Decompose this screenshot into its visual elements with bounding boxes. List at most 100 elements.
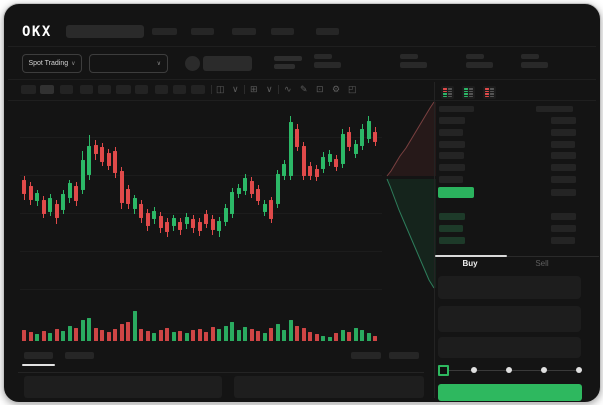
toolbar-divider	[8, 100, 596, 101]
candle	[347, 132, 351, 147]
stat-label-0	[314, 54, 332, 59]
slider-step[interactable]	[471, 367, 477, 373]
active-tab-indicator	[435, 255, 507, 257]
candle	[158, 216, 163, 228]
snapshot-icon[interactable]: ⊡	[316, 84, 324, 94]
timeframe-button-8[interactable]	[173, 85, 186, 94]
candle	[87, 146, 91, 175]
orderbook-combined-icon[interactable]	[441, 86, 454, 99]
candle	[165, 222, 169, 232]
volume-bar	[256, 331, 260, 341]
slider-step[interactable]	[576, 367, 582, 373]
candle	[74, 186, 78, 201]
toolbar-separator	[244, 85, 245, 94]
chevron-down-icon[interactable]: ∨	[232, 84, 239, 94]
nav-item-2[interactable]	[232, 28, 256, 35]
volume-bar	[22, 330, 26, 341]
order-field-2[interactable]	[438, 337, 581, 358]
candle-style-icon[interactable]: ◫	[216, 84, 225, 94]
volume-bar	[126, 322, 130, 341]
candle	[197, 222, 202, 231]
candle	[204, 214, 208, 224]
gridline	[20, 213, 382, 214]
chart-footer-control-0[interactable]	[351, 352, 381, 359]
slider-step[interactable]	[541, 367, 547, 373]
volume-bar	[230, 322, 234, 341]
pair-name-placeholder	[203, 56, 252, 71]
orderbook-asks-icon[interactable]	[483, 86, 496, 99]
volume-bar	[314, 334, 319, 341]
volume-bar	[262, 333, 267, 341]
market-type-button[interactable]: Spot Trading ∨	[22, 54, 82, 73]
chart-tab-0[interactable]	[24, 352, 53, 359]
slider-step[interactable]	[506, 367, 512, 373]
candle	[93, 145, 98, 154]
volume-bar	[347, 332, 351, 341]
search-input[interactable]	[66, 25, 144, 38]
ask-price[interactable]	[439, 164, 465, 172]
candle	[249, 181, 254, 194]
market-type-label: Spot Trading	[28, 60, 69, 67]
indicators-icon[interactable]: ∿	[284, 84, 292, 94]
bottom-panel-1	[234, 376, 424, 398]
buy-tab[interactable]: Buy	[462, 259, 478, 268]
timeframe-button-5[interactable]	[116, 85, 131, 94]
slider-handle[interactable]	[438, 365, 449, 376]
gridline	[20, 289, 382, 290]
orderbook-bids-icon[interactable]	[462, 86, 475, 99]
ask-price[interactable]	[439, 117, 465, 124]
candle	[178, 222, 182, 230]
chevron-down-icon[interactable]: ∨	[266, 84, 273, 94]
candle	[22, 180, 26, 194]
ask-price[interactable]	[439, 140, 465, 148]
order-field-0[interactable]	[438, 276, 581, 299]
timeframe-button-0[interactable]	[21, 85, 36, 94]
candle	[360, 129, 364, 146]
pair-selector[interactable]: ∨	[89, 54, 168, 73]
timeframe-button-3[interactable]	[80, 85, 93, 94]
timeframe-button-7[interactable]	[155, 85, 168, 94]
orderbook-header-price	[439, 106, 474, 112]
timeframe-button-4[interactable]	[98, 85, 111, 94]
volume-bar	[178, 331, 182, 341]
draw-icon[interactable]: ✎	[300, 84, 308, 94]
bid-price[interactable]	[439, 225, 463, 232]
nav-item-4[interactable]	[316, 28, 339, 35]
ask-price[interactable]	[439, 152, 464, 160]
buy-button[interactable]	[438, 384, 582, 401]
chart-footer-control-1[interactable]	[389, 352, 419, 359]
volume-bar	[334, 333, 338, 341]
stat-value-3	[521, 62, 548, 68]
timeframe-button-9[interactable]	[191, 85, 205, 94]
amount-slider[interactable]	[442, 370, 582, 371]
ask-price[interactable]	[439, 128, 463, 136]
candle	[41, 200, 46, 214]
sell-tab[interactable]: Sell	[535, 259, 549, 268]
nav-item-0[interactable]	[152, 28, 177, 35]
toolbar-separator	[278, 85, 279, 94]
bid-amount	[551, 213, 576, 220]
ask-price[interactable]	[439, 176, 463, 183]
bid-price[interactable]	[439, 237, 465, 244]
stat-value-1	[400, 62, 427, 68]
chevron-down-icon: ∨	[71, 60, 76, 67]
volume-bar	[191, 330, 195, 341]
volume-bar	[87, 318, 91, 341]
compare-icon[interactable]: ⊞	[250, 84, 258, 94]
settings-icon[interactable]: ⚙	[332, 84, 341, 94]
timeframe-button-6[interactable]	[135, 85, 148, 94]
volume-bar	[67, 326, 72, 341]
bid-price[interactable]	[439, 213, 465, 220]
fullscreen-icon[interactable]: ◰	[348, 84, 357, 94]
timeframe-button-1[interactable]	[40, 85, 54, 94]
nav-item-1[interactable]	[191, 28, 214, 35]
chart-tab-1[interactable]	[65, 352, 94, 359]
timeframe-button-2[interactable]	[60, 85, 73, 94]
order-field-1[interactable]	[438, 306, 581, 332]
depth-chart	[386, 101, 436, 289]
okx-logo: OKX	[22, 24, 52, 40]
volume-bar	[204, 332, 208, 341]
candle	[61, 194, 65, 210]
nav-item-3[interactable]	[271, 28, 294, 35]
bid-amount	[551, 225, 576, 232]
